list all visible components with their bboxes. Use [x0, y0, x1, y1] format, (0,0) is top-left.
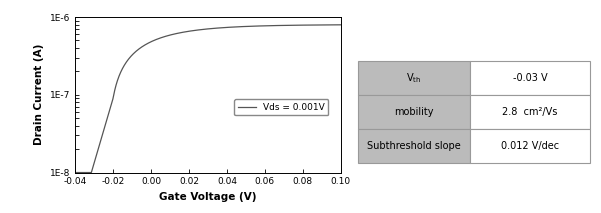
Text: -0.03 V: -0.03 V	[513, 73, 547, 83]
Y-axis label: Drain Current (A): Drain Current (A)	[34, 44, 44, 145]
Text: Subthreshold slope: Subthreshold slope	[367, 141, 461, 151]
Bar	[469, 95, 590, 129]
Bar	[358, 129, 469, 163]
Text: 2.8  cm²/Vs: 2.8 cm²/Vs	[502, 107, 558, 117]
Text: mobility: mobility	[394, 107, 434, 117]
Bar	[358, 95, 469, 129]
Text: 0.012 V/dec: 0.012 V/dec	[501, 141, 559, 151]
Text: $\mathregular{V_{th}}$: $\mathregular{V_{th}}$	[406, 71, 421, 85]
Bar	[469, 60, 590, 95]
X-axis label: Gate Voltage (V): Gate Voltage (V)	[159, 192, 257, 202]
Bar	[358, 60, 469, 95]
Legend: Vds = 0.001V: Vds = 0.001V	[234, 99, 328, 115]
Bar	[469, 129, 590, 163]
